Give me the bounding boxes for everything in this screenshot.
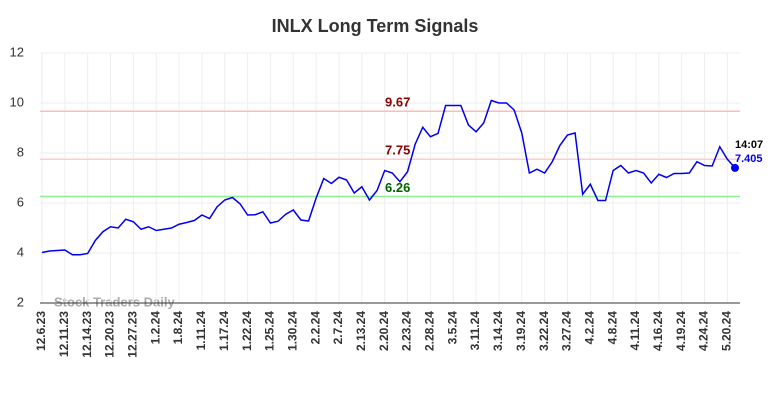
x-tick-label: 3.22.24 bbox=[537, 311, 551, 351]
x-tick-label: 3.5.24 bbox=[445, 311, 459, 345]
x-tick-label: 12.20.23 bbox=[103, 311, 117, 358]
y-tick-label: 10 bbox=[10, 94, 24, 109]
y-tick-label: 4 bbox=[17, 244, 24, 259]
last-time: 14:07 bbox=[735, 139, 763, 151]
x-tick-label: 3.19.24 bbox=[514, 311, 528, 351]
watermark: Stock Traders Daily bbox=[54, 294, 175, 309]
x-tick-label: 1.8.24 bbox=[171, 311, 185, 345]
x-tick-label: 2.13.24 bbox=[354, 311, 368, 351]
x-tick-label: 3.14.24 bbox=[491, 311, 505, 351]
x-tick-label: 4.19.24 bbox=[674, 311, 688, 351]
x-tick-label: 3.27.24 bbox=[560, 311, 574, 351]
x-tick-label: 12.27.23 bbox=[126, 311, 140, 358]
x-tick-label: 2.2.24 bbox=[308, 311, 322, 345]
level-label: 6.26 bbox=[385, 180, 410, 195]
y-tick-label: 8 bbox=[17, 144, 24, 159]
last-value: 7.405 bbox=[735, 153, 763, 165]
x-tick-label: 1.11.24 bbox=[194, 311, 208, 351]
x-tick-label: 4.16.24 bbox=[651, 311, 665, 351]
x-tick-label: 4.2.24 bbox=[582, 311, 596, 345]
y-tick-label: 6 bbox=[17, 194, 24, 209]
x-tick-label: 2.23.24 bbox=[400, 311, 414, 351]
x-tick-label: 1.17.24 bbox=[217, 311, 231, 351]
x-tick-label: 1.25.24 bbox=[263, 311, 277, 351]
x-tick-label: 5.20.24 bbox=[720, 311, 734, 351]
last-point bbox=[731, 163, 739, 172]
price-line bbox=[41, 99, 736, 256]
y-tick-label: 12 bbox=[10, 44, 24, 59]
level-label: 7.75 bbox=[385, 143, 410, 158]
x-tick-label: 4.11.24 bbox=[628, 311, 642, 351]
x-tick-label: 2.28.24 bbox=[423, 311, 437, 351]
chart-title: INLX Long Term Signals bbox=[272, 16, 479, 36]
x-tick-label: 2.20.24 bbox=[377, 311, 391, 351]
x-tick-label: 1.22.24 bbox=[240, 311, 254, 351]
x-tick-label: 4.8.24 bbox=[605, 311, 619, 345]
y-tick-label: 2 bbox=[17, 294, 24, 309]
x-tick-label: 3.11.24 bbox=[468, 311, 482, 351]
x-tick-label: 1.30.24 bbox=[285, 311, 299, 351]
level-label: 9.67 bbox=[385, 95, 410, 110]
x-tick-label: 12.11.23 bbox=[57, 311, 71, 357]
x-tick-label: 2.7.24 bbox=[331, 311, 345, 345]
x-tick-label: 12.14.23 bbox=[80, 311, 94, 358]
x-tick-label: 4.24.24 bbox=[697, 311, 711, 351]
x-tick-label: 1.2.24 bbox=[148, 311, 162, 345]
x-tick-label: 12.6.23 bbox=[34, 311, 48, 351]
